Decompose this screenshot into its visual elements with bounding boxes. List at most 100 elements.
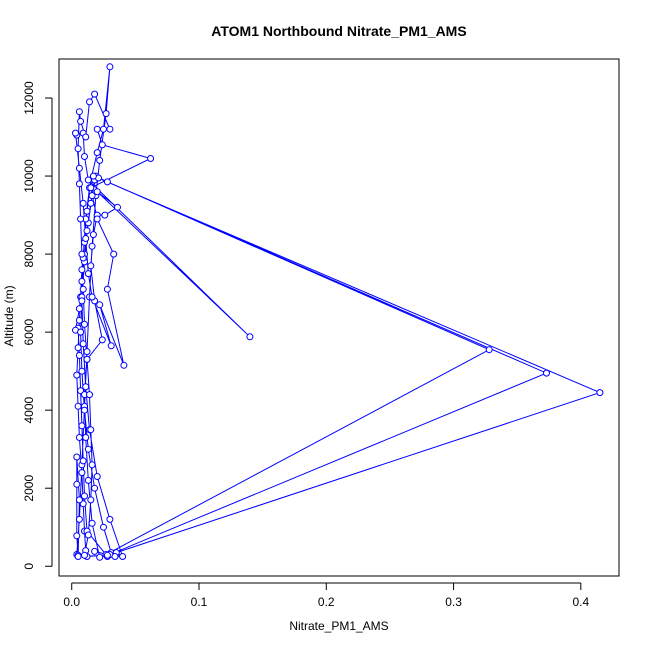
data-point: [93, 215, 101, 223]
data-point: [78, 297, 86, 305]
data-point: [83, 227, 91, 235]
data-point: [106, 125, 114, 133]
data-point: [96, 553, 104, 561]
data-point: [93, 125, 101, 133]
data-point: [81, 406, 88, 414]
data-point: [96, 301, 104, 309]
data-point: [103, 178, 111, 186]
x-tick-label: 0.0: [63, 595, 80, 609]
x-tick-label: 0.4: [572, 595, 589, 609]
data-point: [89, 231, 97, 239]
data-point: [88, 192, 96, 200]
data-point: [88, 242, 96, 250]
data-point: [103, 551, 111, 559]
data-point: [87, 426, 95, 434]
x-tick-label: 0.1: [191, 595, 208, 609]
data-point: [93, 149, 101, 157]
data-point: [101, 211, 109, 219]
data-point: [91, 484, 99, 492]
data-point: [84, 445, 92, 453]
x-tick-label: 0.3: [445, 595, 462, 609]
data-point: [78, 277, 86, 285]
data-point: [96, 156, 104, 164]
data-point: [84, 270, 92, 278]
data-point: [79, 340, 87, 348]
data-point: [78, 367, 86, 375]
data-point: [111, 553, 119, 560]
data-point: [84, 531, 92, 539]
data-point: [73, 480, 81, 488]
data-point: [78, 250, 86, 258]
data-point: [78, 469, 86, 477]
data-point: [83, 348, 91, 356]
data-point: [79, 457, 87, 465]
data-point: [87, 184, 95, 192]
x-axis-label: Nitrate_PM1_AMS: [289, 619, 388, 633]
data-point: [87, 199, 95, 207]
plot-frame: [58, 58, 620, 577]
data-point: [77, 328, 85, 336]
data-point: [75, 180, 83, 188]
data-point: [84, 176, 92, 184]
chart-title: ATOM1 Northbound Nitrate_PM1_AMS: [211, 23, 466, 39]
data-point: [81, 320, 88, 328]
data-point: [87, 262, 95, 270]
data-point: [73, 371, 81, 379]
data-point: [98, 336, 106, 344]
data-point: [98, 141, 106, 149]
data-point: [106, 515, 114, 523]
data-point: [86, 98, 93, 106]
data-point: [120, 361, 128, 369]
data-point: [73, 532, 81, 540]
data-point: [75, 164, 83, 172]
data-point: [74, 344, 82, 352]
data-point: [74, 145, 82, 153]
data-point: [78, 422, 86, 430]
data-point: [75, 496, 83, 504]
data-point: [75, 108, 83, 116]
data-point: [82, 434, 90, 441]
data-point: [81, 153, 88, 160]
data-point: [75, 316, 83, 324]
data-point: [147, 155, 155, 162]
data-point: [79, 285, 87, 293]
y-tick-label: 4000: [22, 396, 36, 423]
data-point: [74, 402, 82, 410]
data-point: [75, 515, 83, 523]
data-point: [73, 453, 81, 461]
data-point: [246, 333, 254, 341]
data-point: [72, 129, 79, 137]
data-point: [596, 389, 604, 397]
data-point: [107, 342, 115, 350]
x-axis: 0.0 0.1 0.2 0.3 0.4: [63, 582, 589, 609]
data-point: [84, 476, 92, 484]
data-point: [93, 188, 101, 196]
data-point: [81, 492, 88, 500]
series-layer: [72, 63, 604, 561]
data-point: [77, 215, 85, 223]
data-point: [78, 266, 86, 274]
data-point: [110, 250, 118, 258]
data-point: [75, 352, 83, 359]
y-tick-label: 8000: [22, 240, 36, 267]
data-point: [77, 117, 85, 125]
data-point: [74, 553, 82, 560]
data-point: [100, 125, 107, 133]
data-point: [102, 110, 110, 118]
data-point: [88, 461, 96, 469]
data-point: [93, 473, 101, 480]
data-point: [103, 285, 111, 293]
data-point: [485, 346, 493, 354]
data-point: [86, 391, 93, 399]
y-tick-label: 6000: [22, 318, 36, 345]
data-point: [83, 355, 91, 363]
data-point: [87, 496, 95, 504]
data-point: [82, 383, 90, 391]
data-point: [543, 369, 550, 377]
data-point: [82, 235, 90, 242]
data-point: [83, 207, 91, 215]
data-point: [119, 553, 127, 560]
data-point: [75, 305, 83, 313]
